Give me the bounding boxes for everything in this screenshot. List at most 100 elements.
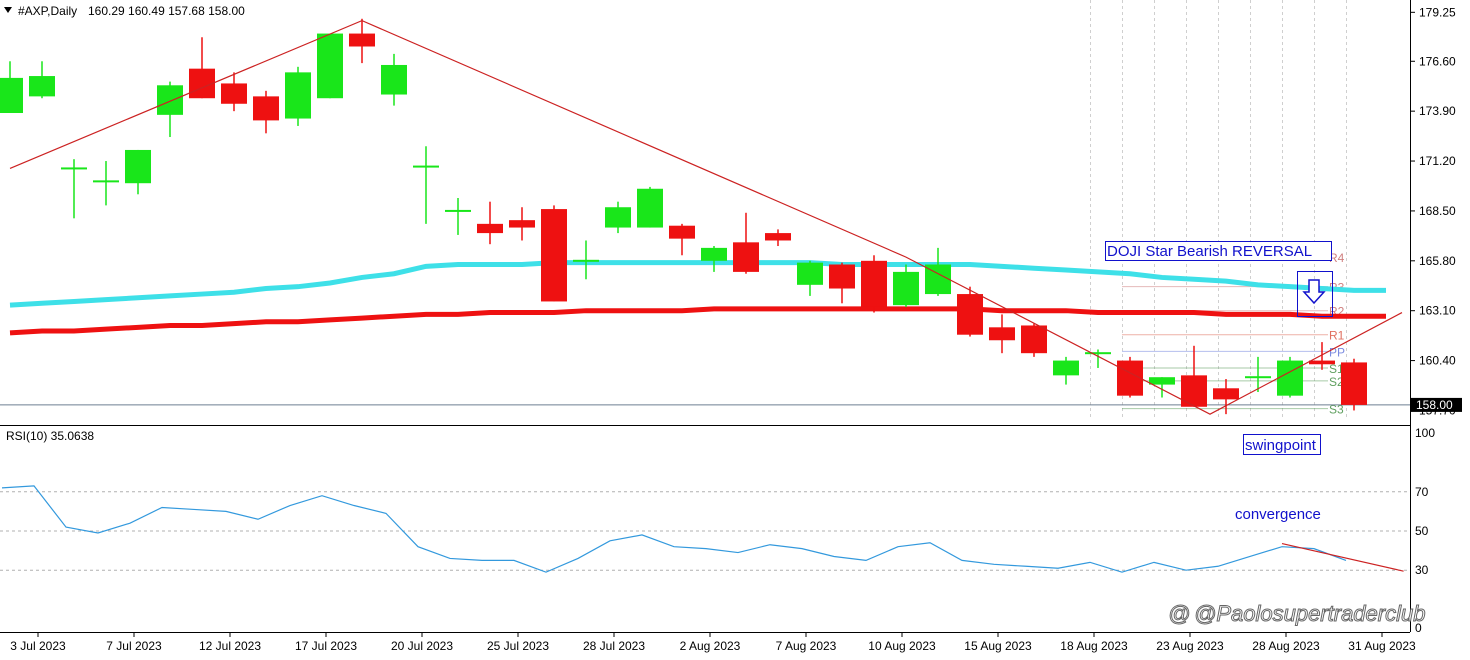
candle <box>253 90 279 134</box>
candle <box>605 201 631 234</box>
zigzag-trendline <box>9 19 1403 415</box>
time-tick-label: 28 Jul 2023 <box>583 639 645 653</box>
swingpoint-annotation-box <box>1243 434 1321 455</box>
rsi-tick-label: 70 <box>1415 485 1429 499</box>
candle-body <box>253 96 279 121</box>
candle <box>61 159 87 219</box>
candle <box>541 205 567 302</box>
candle <box>189 37 215 99</box>
candle <box>925 247 951 296</box>
candle <box>157 81 183 138</box>
symbol-label: #AXP,Daily <box>18 4 77 18</box>
candle-body <box>989 327 1015 341</box>
price-tick-label: 176.60 <box>1419 54 1456 68</box>
moving-averages <box>9 260 1386 336</box>
candle <box>1245 356 1271 392</box>
doji-annotation-box <box>1105 241 1332 261</box>
candle <box>637 186 663 228</box>
threads-logo-icon: @ <box>1168 601 1190 626</box>
price-tick-label: 173.90 <box>1419 104 1456 118</box>
last-price-marker <box>1411 397 1462 412</box>
candle-body <box>1117 360 1143 396</box>
candle-body <box>1245 376 1271 379</box>
candle <box>733 212 759 274</box>
rsi-tick-label: 50 <box>1415 524 1429 538</box>
convergence-annotation: convergence <box>1235 506 1321 523</box>
time-tick-label: 31 Aug 2023 <box>1348 639 1416 653</box>
candle-body <box>221 83 247 104</box>
price-tick-label: 160.40 <box>1419 354 1456 368</box>
candle-body <box>0 77 23 114</box>
candle-body <box>861 260 887 307</box>
candle <box>285 66 311 126</box>
watermark-text: @Paolosupertraderclub <box>1194 601 1425 626</box>
candle <box>701 246 727 272</box>
arrow-down-icon <box>1302 279 1326 305</box>
candle <box>349 18 375 64</box>
candle <box>1277 356 1303 398</box>
time-tick-label: 2 Aug 2023 <box>680 639 741 653</box>
candle-body <box>477 223 503 234</box>
trendlines <box>9 19 1403 415</box>
candle <box>1213 379 1239 415</box>
candle-body <box>541 209 567 302</box>
candle-body <box>125 149 151 184</box>
price-axis: 179.25 176.60 173.90 171.20 168.50 165.80 163.… <box>1410 5 1462 417</box>
candle-body <box>381 64 407 95</box>
candle-body <box>61 167 87 170</box>
swingpoint-annotation: swingpoint <box>1245 437 1317 454</box>
pivot-label: S1 <box>1329 362 1344 376</box>
candle-body <box>733 242 759 272</box>
candle <box>765 229 791 247</box>
last-price-label: 158.00 <box>1416 398 1453 412</box>
candle <box>29 61 55 99</box>
time-tick-label: 12 Jul 2023 <box>199 639 261 653</box>
candle <box>1117 356 1143 398</box>
candle-body <box>701 247 727 261</box>
candle-body <box>669 225 695 239</box>
candle-body <box>285 72 311 119</box>
candle <box>93 161 119 206</box>
candle <box>1021 323 1047 357</box>
candle-body <box>445 209 471 212</box>
candle <box>125 149 151 195</box>
candle-body <box>957 294 983 335</box>
price-tick-label: 163.10 <box>1419 304 1456 318</box>
rsi-tick-label: 30 <box>1415 563 1429 577</box>
triangle-down-icon[interactable] <box>4 7 12 13</box>
pivot-label: R4 <box>1329 251 1345 265</box>
candle-body <box>637 188 663 228</box>
candle-body <box>189 68 215 99</box>
candle-body <box>29 76 55 97</box>
ma-fast-line <box>9 260 1386 308</box>
time-tick-label: 20 Jul 2023 <box>391 639 453 653</box>
candle-body <box>797 262 823 285</box>
candle <box>413 146 439 224</box>
candle <box>445 197 471 235</box>
time-tick-label: 10 Aug 2023 <box>868 639 936 653</box>
candle <box>1053 356 1079 385</box>
doji-highlight-box <box>1297 271 1333 317</box>
candle <box>989 314 1015 354</box>
price-tick-label: 165.80 <box>1419 254 1456 268</box>
candle-body <box>413 165 439 168</box>
candle-body <box>1149 377 1175 385</box>
price-tick-label: 179.25 <box>1419 5 1456 19</box>
candle <box>1309 342 1335 370</box>
time-tick-label: 28 Aug 2023 <box>1252 639 1320 653</box>
candle <box>0 61 23 114</box>
candle-body <box>573 259 599 262</box>
time-tick-label: 18 Aug 2023 <box>1060 639 1128 653</box>
doji-annotation: DOJI Star Bearish REVERSAL <box>1107 243 1312 260</box>
ohlc-values: 160.29 160.49 157.68 158.00 <box>88 4 245 18</box>
rsi-tick-label: 0 <box>1415 621 1422 635</box>
time-tick-label: 23 Aug 2023 <box>1156 639 1224 653</box>
candle-body <box>1277 360 1303 396</box>
candle <box>957 286 983 337</box>
candle-body <box>317 33 343 99</box>
price-tick-label: 168.50 <box>1419 204 1456 218</box>
candle-body <box>157 85 183 115</box>
